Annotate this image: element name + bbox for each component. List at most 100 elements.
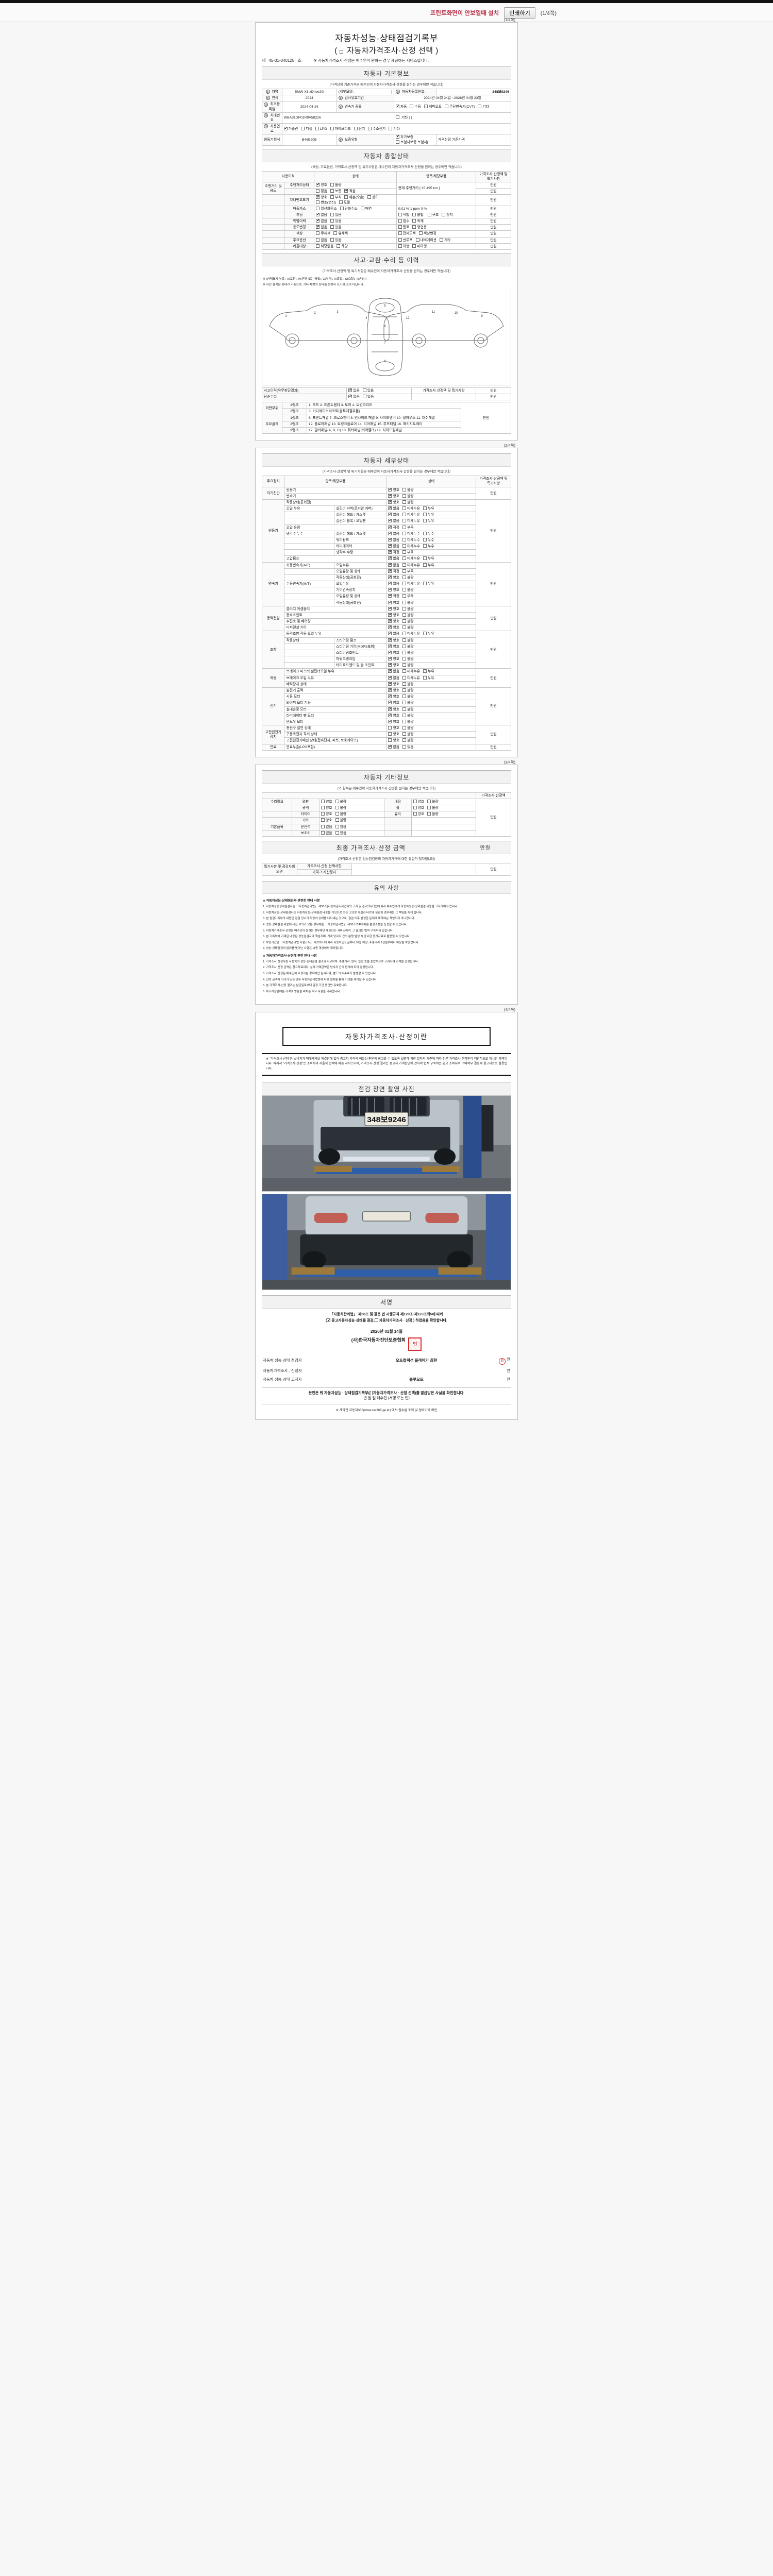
detail-state-2-4-checkbox-0[interactable]: [388, 587, 392, 592]
detail-state-4-4-checkbox-1[interactable]: [402, 657, 406, 661]
detail-state-3-0-checkbox-1[interactable]: [402, 606, 406, 611]
transmission-options-option-2[interactable]: 세미오토: [424, 104, 442, 109]
overall-detail-6-option-1[interactable]: 영업용: [412, 225, 427, 230]
overall-state-2-checkbox-5[interactable]: [339, 200, 343, 204]
detail-state-2-4-checkbox-1[interactable]: [402, 588, 406, 592]
detail-state-6-0-checkbox-0[interactable]: [388, 687, 392, 692]
etc-opts1-2-checkbox-1[interactable]: [335, 812, 339, 816]
detail-state-7-2-checkbox-1[interactable]: [402, 738, 406, 742]
detail-state-0-1-checkbox-1[interactable]: [402, 494, 406, 498]
detail-state-1-9-option-2[interactable]: 누유: [423, 556, 434, 561]
fuel-options-option-3[interactable]: 하이브리드: [330, 126, 351, 131]
detail-state-7-0-option-0[interactable]: 양호: [388, 726, 399, 731]
detail-state-1-6-checkbox-2[interactable]: [423, 537, 427, 541]
fuel-options-option-5[interactable]: 수소전기: [368, 126, 385, 131]
detail-state-2-3-checkbox-1[interactable]: [402, 582, 406, 586]
detail-state-6-3-checkbox-1[interactable]: [402, 707, 406, 711]
detail-state-8-0-checkbox-1[interactable]: [402, 744, 406, 749]
etc-opts1-1-checkbox-1[interactable]: [335, 806, 339, 810]
price-survey-done-checkbox[interactable]: [374, 1318, 378, 1322]
detail-state-1-3-option-0[interactable]: 없음: [388, 518, 399, 523]
detail-state-1-0-checkbox-1[interactable]: [402, 500, 406, 504]
overall-state-6-checkbox-0[interactable]: [316, 224, 320, 229]
overall-state-8-checkbox-0[interactable]: [316, 238, 320, 242]
detail-state-1-4-option-0[interactable]: 적정: [388, 524, 399, 530]
detail-state-5-1-option-0[interactable]: 없음: [388, 675, 399, 681]
etc-opts2-2-checkbox-1[interactable]: [427, 812, 431, 816]
detail-state-5-1-option-2[interactable]: 누유: [423, 675, 434, 681]
detail-state-5-1-checkbox-1[interactable]: [402, 675, 406, 680]
detail-state-5-0-checkbox-0[interactable]: [388, 668, 392, 674]
detail-state-1-6-checkbox-1[interactable]: [402, 537, 406, 541]
overall-detail-5-option-0[interactable]: 침수: [398, 219, 409, 224]
etc-opts1-3-checkbox-1[interactable]: [335, 818, 339, 822]
overall-detail-4-option-1[interactable]: 불법: [412, 212, 424, 217]
detail-state-4-2-checkbox-0[interactable]: [388, 643, 392, 649]
detail-state-5-0-option-0[interactable]: 없음: [388, 668, 399, 674]
detail-state-1-5-checkbox-0[interactable]: [388, 531, 392, 536]
detail-state-3-1-checkbox-0[interactable]: [388, 612, 392, 617]
overall-state-3-option-1[interactable]: 탄화수소: [340, 206, 358, 211]
overall-state-7-option-0[interactable]: 무채색: [316, 231, 330, 236]
overall-state-1-option-0[interactable]: 많음: [316, 189, 327, 194]
overall-detail-9-checkbox-1[interactable]: [412, 244, 416, 248]
overall-state-6-checkbox-1[interactable]: [330, 225, 334, 229]
detail-state-6-1-checkbox-1[interactable]: [402, 694, 406, 699]
detail-state-3-1-checkbox-1[interactable]: [402, 613, 406, 617]
overall-state-2-checkbox-1[interactable]: [330, 195, 334, 199]
detail-state-1-8-checkbox-1[interactable]: [402, 550, 406, 554]
detail-state-6-1-option-1[interactable]: 불량: [402, 694, 414, 699]
detail-state-1-7-checkbox-1[interactable]: [402, 544, 406, 548]
detail-state-5-1-option-1[interactable]: 미세누유: [402, 675, 420, 681]
detail-state-5-2-checkbox-1[interactable]: [402, 682, 406, 686]
detail-state-6-4-checkbox-0[interactable]: [388, 713, 392, 718]
overall-detail-8-option-0[interactable]: 썬루프: [398, 238, 413, 243]
detail-state-4-5-checkbox-0[interactable]: [388, 662, 392, 667]
detail-state-4-3-checkbox-0[interactable]: [388, 650, 392, 655]
detail-state-2-4-option-1[interactable]: 불량: [402, 588, 414, 592]
detail-state-3-1-option-0[interactable]: 양호: [388, 612, 399, 618]
detail-state-3-2-option-0[interactable]: 양호: [388, 618, 399, 624]
overall-detail-7-option-0[interactable]: 전체도색: [398, 231, 416, 236]
overall-state-6-option-0[interactable]: 없음: [316, 224, 327, 230]
detail-state-1-1-option-0[interactable]: 없음: [388, 505, 399, 511]
detail-state-1-3-option-2[interactable]: 누유: [423, 519, 434, 523]
overall-detail-9-checkbox-0[interactable]: [398, 244, 402, 248]
detail-state-5-0-checkbox-2[interactable]: [423, 669, 427, 673]
overall-detail-7-checkbox-1[interactable]: [418, 231, 423, 235]
detail-state-2-0-option-0[interactable]: 없음: [388, 562, 399, 568]
overall-state-2-option-3[interactable]: 상이: [367, 195, 379, 200]
etc-opts1-5-option-1[interactable]: 있음: [335, 831, 346, 836]
detail-state-6-2-checkbox-1[interactable]: [402, 701, 406, 705]
etc-opts2-1-checkbox-1[interactable]: [427, 806, 431, 810]
detail-state-1-3-checkbox-0[interactable]: [388, 518, 392, 523]
detail-state-0-0-option-0[interactable]: 양호: [388, 487, 399, 493]
detail-state-0-1-checkbox-0[interactable]: [388, 493, 392, 498]
detail-state-5-2-option-0[interactable]: 양호: [388, 681, 399, 687]
detail-state-7-2-option-1[interactable]: 불량: [402, 738, 414, 743]
detail-state-6-5-option-1[interactable]: 불량: [402, 719, 414, 724]
overall-state-5-option-0[interactable]: 없음: [316, 218, 327, 224]
detail-state-2-1-checkbox-0[interactable]: [388, 568, 392, 573]
detail-state-4-4-checkbox-0[interactable]: [388, 656, 392, 661]
detail-state-1-2-checkbox-1[interactable]: [402, 513, 406, 517]
overall-state-0-option-1[interactable]: 불량: [330, 183, 341, 188]
detail-state-1-2-option-0[interactable]: 없음: [388, 512, 399, 517]
transmission-options-checkbox-1[interactable]: [410, 104, 414, 108]
transmission-options-checkbox-4[interactable]: [478, 104, 482, 108]
detail-state-1-2-option-1[interactable]: 미세누유: [402, 513, 420, 517]
detail-state-1-7-option-2[interactable]: 누수: [423, 544, 434, 549]
detail-state-1-1-checkbox-0[interactable]: [388, 505, 392, 511]
fuel-options-option-2[interactable]: LPG: [315, 126, 327, 131]
overall-state-8-option-0[interactable]: 없음: [316, 238, 327, 243]
overall-detail-8-checkbox-1[interactable]: [415, 238, 419, 242]
detail-state-4-5-checkbox-1[interactable]: [402, 663, 406, 667]
overall-detail-6-checkbox-0[interactable]: [398, 225, 402, 229]
detail-state-3-1-option-1[interactable]: 불량: [402, 613, 414, 618]
detail-state-2-2-checkbox-1[interactable]: [402, 575, 406, 579]
detail-state-8-0-option-1[interactable]: 있음: [402, 744, 414, 750]
etc-opts1-0-checkbox-0[interactable]: [321, 799, 325, 803]
detail-state-6-2-option-0[interactable]: 양호: [388, 700, 399, 705]
detail-state-0-0-checkbox-1[interactable]: [402, 487, 406, 492]
transmission-options-checkbox-3[interactable]: [445, 104, 448, 108]
